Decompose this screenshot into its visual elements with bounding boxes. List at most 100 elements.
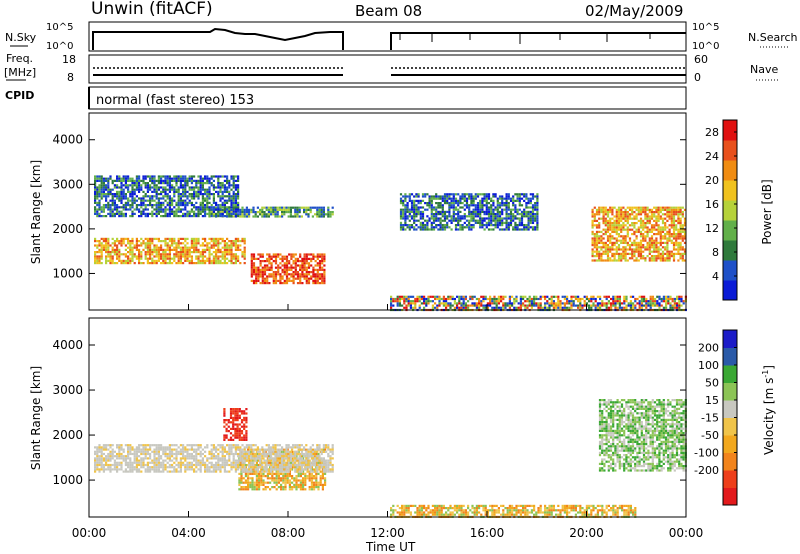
data-cell <box>655 215 658 218</box>
cpid-panel: normal (fast stereo) 153 CPID <box>5 86 687 110</box>
data-cell <box>536 202 539 205</box>
data-cell <box>492 195 495 198</box>
nsky-panel: N.Sky 10^5 10^0 10^5 10^0 N.Search <box>5 21 798 52</box>
data-cell <box>634 297 637 301</box>
data-cell <box>240 475 243 478</box>
data-cell <box>171 210 174 213</box>
data-cell <box>266 472 269 475</box>
data-cell <box>105 259 108 262</box>
data-cell <box>179 253 182 256</box>
data-cell <box>515 300 518 303</box>
data-cell <box>282 486 285 489</box>
data-cell <box>624 250 627 253</box>
data-cell <box>404 199 407 202</box>
data-cell <box>120 206 123 209</box>
data-cell <box>536 224 539 227</box>
data-cell <box>650 226 654 229</box>
data-cell <box>401 304 404 307</box>
data-cell <box>109 210 112 213</box>
data-cell <box>188 259 191 262</box>
data-cell <box>490 206 493 209</box>
data-cell <box>116 184 119 187</box>
data-cell <box>631 228 634 231</box>
data-cell <box>248 211 251 214</box>
data-cell <box>612 300 615 303</box>
data-cell <box>561 295 564 298</box>
data-cell <box>607 306 610 309</box>
data-cell <box>182 208 185 211</box>
data-cell <box>314 260 317 263</box>
data-cell <box>149 188 152 191</box>
data-cell <box>631 255 634 258</box>
data-cell <box>648 217 651 220</box>
data-cell <box>657 255 660 258</box>
data-cell <box>153 251 156 254</box>
data-cell <box>308 477 311 480</box>
power-colorbar-swatch <box>723 240 737 261</box>
data-cell <box>105 257 108 260</box>
data-cell <box>668 233 671 236</box>
data-cell <box>223 210 226 213</box>
data-cell <box>683 228 687 231</box>
data-cell <box>94 199 97 202</box>
data-cell <box>266 282 269 285</box>
data-cell <box>485 202 488 205</box>
data-cell <box>131 199 134 202</box>
data-cell <box>476 193 480 196</box>
data-cell <box>677 246 680 249</box>
data-cell <box>153 246 156 249</box>
nsearch-tick-high: 10^5 <box>692 22 719 33</box>
data-cell <box>140 255 143 258</box>
data-cell <box>563 295 566 298</box>
data-cell <box>505 199 508 202</box>
data-cell <box>186 182 189 185</box>
data-cell <box>215 255 218 258</box>
data-cell <box>421 195 425 198</box>
data-cell <box>598 237 601 240</box>
data-cell <box>184 259 187 262</box>
data-cell <box>650 241 654 244</box>
power-y-label: Slant Range [km] <box>29 160 43 264</box>
data-cell <box>606 246 610 249</box>
data-cell <box>193 240 196 243</box>
data-cell <box>657 250 660 253</box>
data-cell <box>234 215 237 218</box>
data-cell <box>443 219 447 222</box>
data-cell <box>465 224 469 227</box>
data-cell <box>479 221 482 224</box>
data-cell <box>531 213 535 216</box>
data-cell <box>631 217 634 220</box>
data-cell <box>237 175 240 178</box>
data-cell <box>637 230 640 233</box>
data-cell <box>129 259 132 262</box>
data-cell <box>286 481 289 484</box>
data-cell <box>253 486 256 489</box>
data-cell <box>219 197 222 200</box>
data-cell <box>234 201 237 204</box>
data-cell <box>645 297 648 301</box>
data-cell <box>613 244 616 247</box>
data-cell <box>266 475 269 478</box>
data-cell <box>105 188 108 191</box>
data-cell <box>409 302 412 305</box>
data-cell <box>518 197 521 200</box>
data-cell <box>109 257 112 260</box>
data-cell <box>221 186 224 189</box>
data-cell <box>656 304 659 307</box>
data-cell <box>173 188 176 191</box>
data-cell <box>430 204 433 207</box>
data-cell <box>492 219 495 222</box>
data-cell <box>536 217 539 220</box>
data-cell <box>527 202 530 205</box>
data-cell <box>144 175 147 178</box>
data-cell <box>496 221 499 224</box>
data-cell <box>201 237 204 240</box>
data-cell <box>428 206 431 209</box>
data-cell <box>234 204 237 207</box>
data-cell <box>259 208 262 211</box>
data-cell <box>593 235 596 238</box>
data-cell <box>186 246 189 249</box>
data-cell <box>408 210 411 213</box>
data-cell <box>219 251 222 254</box>
data-cell <box>408 226 411 229</box>
